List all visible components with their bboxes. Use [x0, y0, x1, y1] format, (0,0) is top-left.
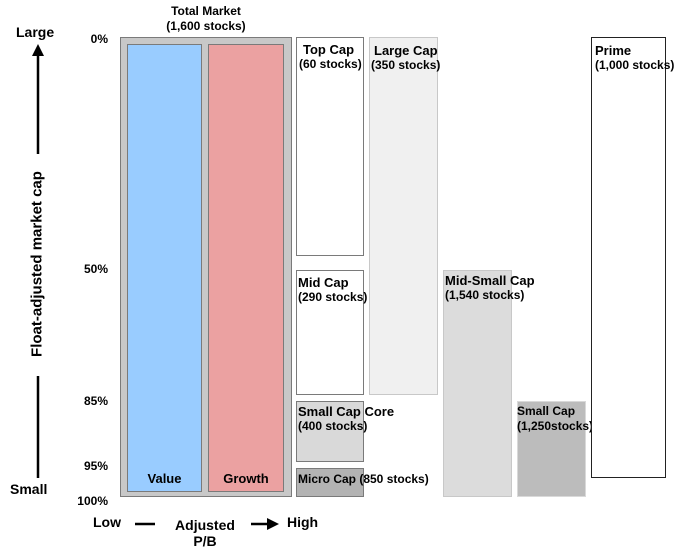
small-cap-core-count: (400 stocks): [298, 419, 368, 433]
x-axis-title: Adjusted P/B: [160, 517, 250, 549]
prime-count: (1,000 stocks): [595, 58, 675, 72]
tick-95: 95%: [83, 459, 108, 473]
prime-label: Prime (1,000 stocks): [595, 43, 674, 73]
top-cap-box: [296, 37, 364, 256]
tick-50: 50%: [83, 262, 108, 276]
mid-small-cap-label: Mid-Small Cap (1,540 stocks): [445, 273, 535, 303]
y-axis-arrow: [32, 44, 44, 478]
tick-85: 85%: [83, 394, 108, 408]
x-axis-title-line2: P/B: [193, 533, 217, 549]
x-axis-high-label: High: [287, 514, 319, 530]
x-axis-arrow: [135, 518, 279, 530]
tick-0: 0%: [90, 32, 108, 46]
total-market-label: Total Market: [171, 4, 241, 18]
large-cap-count: (350 stocks): [371, 58, 441, 72]
top-cap-count: (60 stocks): [299, 57, 362, 71]
growth-bar: [208, 44, 284, 492]
small-cap-core-label: Small Cap Core (400 stocks): [298, 404, 394, 434]
mid-small-cap-box: [443, 270, 512, 497]
total-market-title: Total Market (1,600 stocks): [146, 4, 266, 34]
small-cap-label: Small Cap (1,250stocks): [517, 404, 593, 434]
small-cap-name: Small Cap: [517, 404, 576, 418]
mid-cap-label: Mid Cap (290 stocks): [298, 275, 367, 305]
value-bar: [127, 44, 202, 492]
tick-100: 100%: [77, 494, 108, 508]
top-cap-name: Top Cap: [303, 42, 355, 57]
micro-cap-label: Micro Cap (850 stocks): [298, 472, 429, 486]
large-cap-label: Large Cap (350 stocks): [371, 43, 440, 73]
small-cap-core-box: [296, 401, 364, 462]
value-label: Value: [147, 471, 182, 486]
mid-cap-count: (290 stocks): [298, 290, 368, 304]
x-axis-title-line1: Adjusted: [175, 517, 235, 533]
prime-box: [591, 37, 666, 478]
small-cap-box: [517, 401, 586, 497]
y-axis-title: Float-adjusted market cap: [28, 171, 46, 357]
y-axis-top-label: Large: [16, 24, 55, 40]
mid-small-cap-count: (1,540 stocks): [445, 288, 525, 302]
prime-name: Prime: [595, 43, 632, 58]
mid-cap-box: [296, 270, 364, 395]
micro-cap-box: [296, 468, 364, 497]
small-cap-count: (1,250stocks): [517, 419, 594, 433]
small-cap-core-name: Small Cap Core: [298, 404, 395, 419]
x-axis-low-label: Low: [93, 514, 121, 530]
large-cap-box: [369, 37, 438, 395]
total-market-count: (1,600 stocks): [166, 19, 246, 33]
large-cap-name: Large Cap: [374, 43, 438, 58]
top-cap-label: Top Cap (60 stocks): [299, 42, 362, 72]
y-axis-bottom-label: Small: [10, 481, 48, 497]
mid-small-cap-name: Mid-Small Cap: [445, 273, 535, 288]
growth-label: Growth: [223, 471, 269, 486]
mid-cap-name: Mid Cap: [298, 275, 349, 290]
